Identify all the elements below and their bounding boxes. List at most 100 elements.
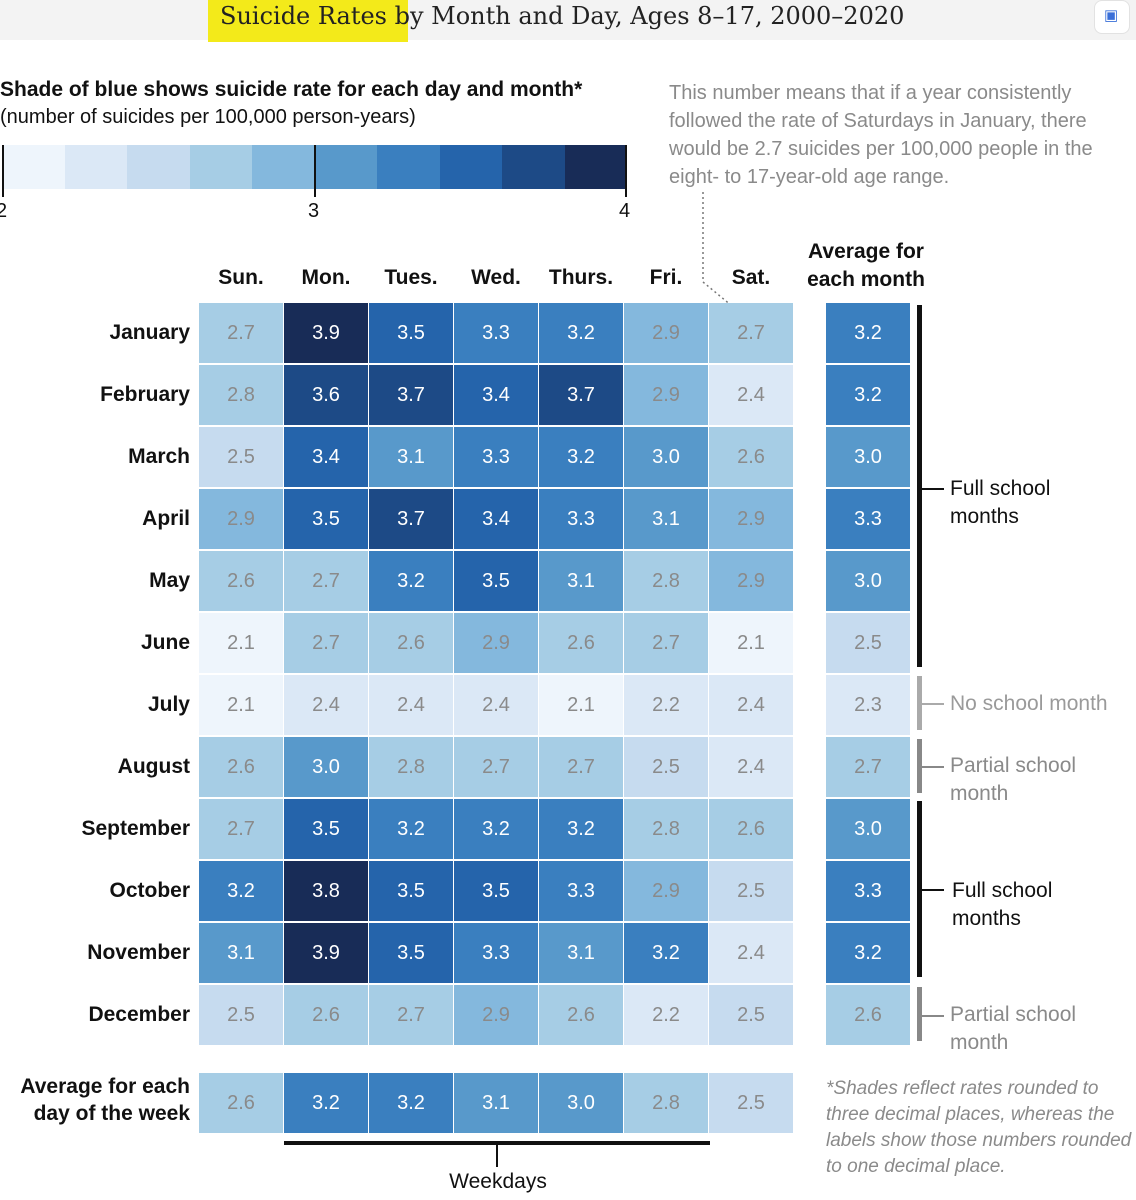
- heatmap-cell: 3.2: [539, 303, 623, 363]
- legend-label-3: 3: [308, 200, 320, 222]
- heatmap-cell: 3.5: [284, 799, 368, 859]
- heatmap-cell: 3.5: [369, 861, 453, 921]
- legend-tick-3: [314, 145, 316, 197]
- heatmap-cell: 2.2: [624, 675, 708, 735]
- legend-subheading: (number of suicides per 100,000 person-y…: [0, 106, 416, 128]
- avg-day-header: Average for each day of the week: [20, 1075, 190, 1125]
- month-average-cell: 3.3: [826, 861, 910, 921]
- heatmap-cell: 2.9: [624, 365, 708, 425]
- legend-tick-4: [625, 145, 627, 197]
- day-average-cell: 3.2: [369, 1073, 453, 1133]
- day-header: Wed.: [471, 266, 521, 289]
- heatmap-cell: 3.4: [454, 489, 538, 549]
- heatmap-cell: 2.7: [199, 799, 283, 859]
- month-average-cell: 3.2: [826, 923, 910, 983]
- heatmap-cell: 3.3: [539, 489, 623, 549]
- heatmap-cell: 2.4: [284, 675, 368, 735]
- day-average-cell: 3.0: [539, 1073, 623, 1133]
- heatmap-cell: 2.9: [709, 489, 793, 549]
- heatmap-cell: 3.0: [284, 737, 368, 797]
- no-school-bracket: [917, 676, 922, 730]
- day-average-cell: 2.6: [199, 1073, 283, 1133]
- heatmap-cell: 2.8: [199, 365, 283, 425]
- heatmap-cell: 3.3: [454, 427, 538, 487]
- day-header: Tues.: [384, 266, 438, 289]
- month-average-cell: 3.2: [826, 365, 910, 425]
- full-school-tick-2: [920, 889, 944, 891]
- legend-swatch: [2, 145, 65, 189]
- weekdays-label: Weekdays: [449, 1170, 547, 1193]
- legend-swatch: [127, 145, 190, 189]
- heatmap-cell: 2.6: [539, 985, 623, 1045]
- heatmap-cell: 3.4: [284, 427, 368, 487]
- no-school-tick: [920, 703, 944, 705]
- day-average-cell: 3.2: [284, 1073, 368, 1133]
- legend-swatch: [189, 145, 252, 189]
- lens-icon: ▣: [1104, 7, 1119, 24]
- heatmap-cell: 3.2: [539, 799, 623, 859]
- month-average-cell: 3.2: [826, 303, 910, 363]
- full-school-bracket-2: [917, 801, 922, 977]
- heatmap-cell: 2.9: [454, 985, 538, 1045]
- heatmap-cell: 3.6: [284, 365, 368, 425]
- heatmap-cell: 2.7: [199, 303, 283, 363]
- month-label: November: [87, 941, 190, 964]
- heatmap-cell: 3.2: [624, 923, 708, 983]
- heatmap-cell: 2.1: [709, 613, 793, 673]
- heatmap-cell: 3.3: [454, 923, 538, 983]
- heatmap-cell: 3.1: [624, 489, 708, 549]
- legend-swatch: [314, 145, 377, 189]
- heatmap-cell: 2.9: [709, 551, 793, 611]
- heatmap-cell: 2.4: [369, 675, 453, 735]
- heatmap-cell: 2.9: [624, 861, 708, 921]
- heatmap-cell: 2.4: [709, 365, 793, 425]
- heatmap-cell: 3.1: [369, 427, 453, 487]
- footnote: *Shades reflect rates rounded to three d…: [826, 1078, 1132, 1177]
- heatmap-cell: 2.8: [369, 737, 453, 797]
- heatmap-cell: 3.2: [369, 551, 453, 611]
- month-label: July: [147, 693, 190, 716]
- heatmap-cell: 2.8: [624, 551, 708, 611]
- full-school-label-2: Full school months: [952, 879, 1053, 930]
- heatmap-cell: 2.5: [199, 427, 283, 487]
- month-average-cell: 2.6: [826, 985, 910, 1045]
- legend-swatch: [564, 145, 627, 189]
- heatmap-cell: 2.6: [539, 613, 623, 673]
- partial-school-label-2: Partial school month: [950, 1003, 1077, 1054]
- weekdays-bracket-tick: [496, 1143, 498, 1167]
- avg-month-header: Average for each month: [807, 240, 925, 291]
- legend-swatch: [502, 145, 565, 189]
- heatmap-cell: 2.4: [709, 675, 793, 735]
- month-label: April: [142, 507, 190, 530]
- heatmap-cell: 3.5: [454, 861, 538, 921]
- no-school-label: No school month: [950, 692, 1108, 715]
- heatmap-cell: 2.7: [284, 551, 368, 611]
- heatmap-cell: 3.1: [199, 923, 283, 983]
- heatmap-cell: 2.6: [369, 613, 453, 673]
- month-average-cell: 3.3: [826, 489, 910, 549]
- month-average-cell: 2.3: [826, 675, 910, 735]
- heatmap-cell: 2.7: [539, 737, 623, 797]
- partial-school-tick-1: [920, 766, 944, 768]
- heatmap-cell: 2.6: [199, 737, 283, 797]
- day-average-cell: 3.1: [454, 1073, 538, 1133]
- partial-school-bracket-1: [917, 739, 922, 793]
- month-average-cell: 3.0: [826, 427, 910, 487]
- heatmap-cell: 2.8: [624, 799, 708, 859]
- annotation-note: This number means that if a year consist…: [669, 82, 1093, 188]
- heatmap-cell: 3.7: [539, 365, 623, 425]
- heatmap-cell: 3.5: [454, 551, 538, 611]
- heatmap-cell: 3.5: [369, 303, 453, 363]
- legend-label-4: 4: [619, 200, 631, 222]
- heatmap-cell: 3.3: [454, 303, 538, 363]
- heatmap-cell: 2.6: [284, 985, 368, 1045]
- heatmap-cell: 3.9: [284, 923, 368, 983]
- heatmap-cell: 2.1: [199, 613, 283, 673]
- heatmap-cell: 2.5: [709, 861, 793, 921]
- heatmap-cell: 2.4: [709, 737, 793, 797]
- heatmap-cell: 3.5: [369, 923, 453, 983]
- day-average-cell: 2.8: [624, 1073, 708, 1133]
- heatmap-cell: 2.7: [709, 303, 793, 363]
- visual-search-button[interactable]: ▣: [1094, 0, 1130, 34]
- month-label: September: [81, 817, 190, 840]
